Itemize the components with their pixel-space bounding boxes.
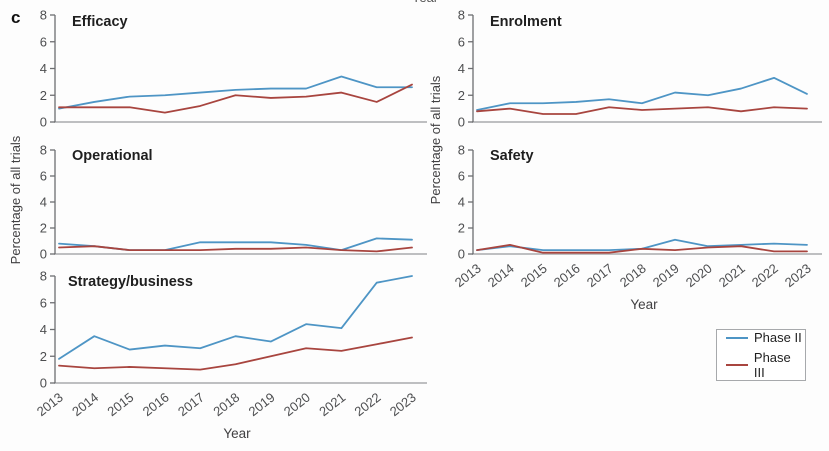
phase-iii-line-enrolment <box>476 106 808 115</box>
x-tick-label: 2016 <box>140 390 172 420</box>
y-tick-label: 2 <box>458 221 465 236</box>
y-tick-label: 0 <box>458 247 465 262</box>
y-tick-label: 6 <box>40 34 47 49</box>
phase-iii-line-strategy <box>58 336 413 371</box>
panel-efficacy: 0 2 4 6 8 <box>40 8 427 130</box>
x-tick-label: 2021 <box>316 390 348 420</box>
phase-ii-line-enrolment <box>476 76 808 111</box>
x-tick-label: 2015 <box>518 261 550 291</box>
y-tick-label: 4 <box>458 61 465 76</box>
x-tick-label: 2019 <box>650 261 682 291</box>
y-tick-label: 8 <box>458 8 465 23</box>
phase-ii-line-efficacy <box>58 75 413 110</box>
phase-iii-line-efficacy <box>58 83 413 114</box>
y-tick-label: 0 <box>40 247 47 262</box>
y-axis-label-right: Percentage of all trials <box>428 75 443 205</box>
x-tick-label: 2014 <box>69 390 101 420</box>
x-axis-label-left: Year <box>223 426 251 441</box>
y-tick-label: 8 <box>458 143 465 158</box>
phase-ii-line-swatch <box>726 336 748 339</box>
x-tick-label: 2013 <box>452 261 484 291</box>
panel-title-enrolment: Enrolment <box>490 14 562 30</box>
y-tick-label: 6 <box>458 169 465 184</box>
x-tick-label: 2021 <box>716 261 748 291</box>
x-tick-label: 2023 <box>782 261 814 291</box>
y-tick-label: 0 <box>40 376 47 391</box>
phase-iii-line-operational <box>58 245 413 253</box>
x-axis-label-right: Year <box>630 297 658 312</box>
x-tick-label: 2022 <box>749 261 781 291</box>
y-tick-label: 2 <box>40 349 47 364</box>
x-tick-label: 2022 <box>352 390 384 420</box>
y-tick-label: 6 <box>40 169 47 184</box>
x-tick-label: 2014 <box>485 261 517 291</box>
legend: Phase II Phase III <box>716 329 806 381</box>
y-tick-label: 8 <box>40 8 47 23</box>
phase-ii-line-strategy <box>58 275 413 360</box>
panel-operational: 0 2 4 6 8 <box>40 143 427 262</box>
legend-item-phase-iii: Phase III <box>726 350 805 380</box>
x-tick-label: 2018 <box>210 390 242 420</box>
x-tick-label: 2013 <box>34 390 66 420</box>
x-tick-label: 2023 <box>387 390 419 420</box>
phase-iii-line-safety <box>476 243 808 254</box>
x-tick-label: 2017 <box>584 261 616 291</box>
x-tick-label: 2018 <box>617 261 649 291</box>
x-tick-label: 2017 <box>175 390 207 420</box>
x-tick-label: 2020 <box>683 261 715 291</box>
x-tick-label: 2020 <box>281 390 313 420</box>
panel-enrolment: 0 2 4 6 8 <box>458 8 822 130</box>
y-tick-label: 0 <box>40 115 47 130</box>
y-tick-label: 6 <box>458 34 465 49</box>
y-tick-label: 0 <box>458 115 465 130</box>
clipped-top-axis-label: Year <box>403 0 447 5</box>
phase-iii-line-swatch <box>726 364 748 366</box>
y-tick-label: 6 <box>40 295 47 310</box>
legend-label-phase-iii: Phase III <box>753 350 791 380</box>
panel-title-strategy: Strategy/business <box>68 274 193 290</box>
legend-label-phase-ii: Phase II <box>754 330 802 345</box>
y-tick-label: 2 <box>40 88 47 103</box>
panel-title-safety: Safety <box>490 148 534 164</box>
y-tick-label: 4 <box>40 322 47 337</box>
y-tick-label: 2 <box>458 88 465 103</box>
panel-title-efficacy: Efficacy <box>72 14 128 30</box>
panel-title-operational: Operational <box>72 148 153 164</box>
y-tick-label: 4 <box>458 195 465 210</box>
y-tick-label: 8 <box>40 143 47 158</box>
x-tick-label: 2015 <box>104 390 136 420</box>
legend-item-phase-ii: Phase II <box>726 330 805 345</box>
y-tick-label: 2 <box>40 221 47 236</box>
figure-panel-letter: c <box>11 8 21 27</box>
x-tick-label: 2019 <box>246 390 278 420</box>
y-tick-label: 4 <box>40 61 47 76</box>
y-tick-label: 8 <box>40 269 47 284</box>
x-tick-label: 2016 <box>551 261 583 291</box>
y-tick-label: 4 <box>40 195 47 210</box>
y-axis-label-left: Percentage of all trials <box>8 135 23 265</box>
